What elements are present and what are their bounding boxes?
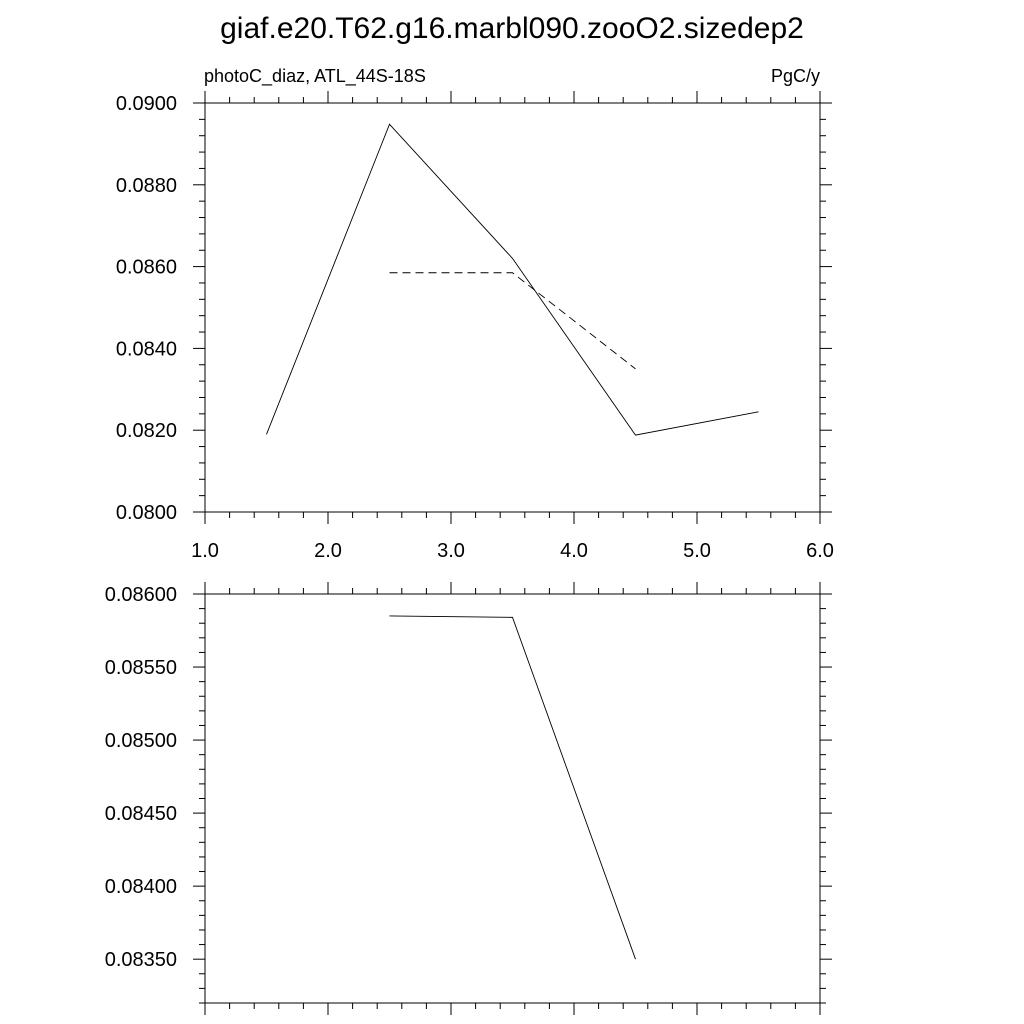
top-panel-subtitle-right: PgC/y	[771, 66, 820, 86]
y-tick-label: 0.08350	[105, 949, 177, 971]
x-tick-label: 4.0	[560, 540, 588, 562]
figure-title: giaf.e20.T62.g16.marbl090.zooO2.sizedep2	[220, 12, 804, 45]
x-tick-label: 3.0	[437, 540, 465, 562]
top-panel-subtitle-left: photoC_diaz, ATL_44S-18S	[204, 66, 426, 87]
y-tick-label: 0.0840	[116, 338, 177, 360]
y-tick-label: 0.0820	[116, 420, 177, 442]
y-tick-label: 0.08600	[105, 584, 177, 606]
y-tick-label: 0.08450	[105, 803, 177, 825]
top-panel: 1.0 2.0 3.0 4.0 5.0 6.0 0.0800 0.0820 0.0840 0.08…	[116, 91, 834, 562]
y-tick-label: 0.0900	[116, 93, 177, 115]
y-tick-label: 0.08400	[105, 876, 177, 898]
x-tick-label: 1.0	[191, 540, 219, 562]
x-tick-label: 5.0	[683, 540, 711, 562]
bottom-panel: 0.08350 0.08400 0.08450 0.08500 0.08550 0.086…	[105, 582, 832, 1015]
x-tick-label: 6.0	[806, 540, 834, 562]
y-tick-label: 0.08550	[105, 657, 177, 679]
series-line-0	[266, 123, 759, 436]
series-line-0	[389, 615, 636, 960]
series-line-1	[389, 272, 636, 370]
y-tick-label: 0.08500	[105, 730, 177, 752]
y-tick-label: 0.0800	[116, 502, 177, 524]
plot-frame	[204, 593, 821, 1004]
y-tick-label: 0.0860	[116, 257, 177, 279]
x-tick-label: 2.0	[314, 540, 342, 562]
plot-frame	[204, 102, 821, 513]
y-tick-label: 0.0880	[116, 175, 177, 197]
